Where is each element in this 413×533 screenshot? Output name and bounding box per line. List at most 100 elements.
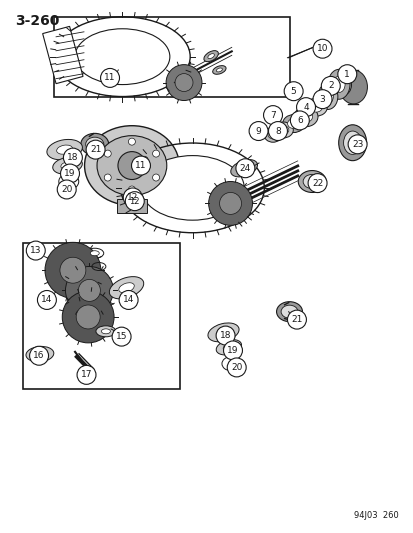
Bar: [23, 243, 180, 389]
Text: 12: 12: [129, 197, 140, 206]
Text: 7: 7: [270, 111, 275, 119]
Text: 3: 3: [319, 95, 325, 103]
Ellipse shape: [332, 76, 344, 93]
Circle shape: [26, 241, 45, 260]
Ellipse shape: [96, 326, 116, 337]
Ellipse shape: [268, 131, 277, 139]
Text: 17: 17: [81, 370, 92, 379]
Text: 14: 14: [123, 295, 134, 304]
Text: 21: 21: [291, 315, 302, 324]
Circle shape: [128, 138, 135, 145]
Ellipse shape: [310, 102, 322, 112]
Circle shape: [37, 290, 56, 310]
Ellipse shape: [280, 305, 297, 318]
Circle shape: [216, 326, 235, 345]
Circle shape: [125, 192, 144, 211]
Text: 10: 10: [316, 44, 328, 53]
Text: 20: 20: [230, 363, 242, 372]
Text: 23: 23: [351, 140, 363, 149]
Ellipse shape: [57, 145, 72, 154]
Text: 8: 8: [274, 126, 280, 135]
Ellipse shape: [230, 159, 257, 177]
Ellipse shape: [216, 328, 230, 337]
Ellipse shape: [297, 171, 325, 192]
Ellipse shape: [33, 351, 46, 358]
Circle shape: [337, 64, 356, 84]
Ellipse shape: [338, 125, 366, 160]
Ellipse shape: [339, 70, 367, 104]
Text: 20: 20: [61, 185, 72, 194]
Circle shape: [60, 164, 79, 183]
Circle shape: [112, 327, 131, 346]
Ellipse shape: [207, 323, 238, 342]
Circle shape: [104, 150, 111, 157]
Circle shape: [152, 150, 159, 157]
Circle shape: [249, 122, 267, 141]
Circle shape: [77, 366, 96, 384]
Circle shape: [166, 64, 202, 101]
Ellipse shape: [299, 111, 312, 122]
Circle shape: [78, 279, 100, 301]
Circle shape: [104, 174, 111, 181]
Ellipse shape: [317, 84, 337, 109]
Circle shape: [140, 156, 148, 164]
Text: 14: 14: [41, 295, 52, 304]
Ellipse shape: [216, 340, 241, 355]
Text: 24: 24: [239, 164, 250, 173]
Circle shape: [76, 305, 100, 329]
Circle shape: [287, 310, 306, 329]
Ellipse shape: [90, 251, 99, 256]
Circle shape: [312, 39, 331, 58]
Circle shape: [45, 243, 100, 298]
Ellipse shape: [140, 156, 244, 220]
Ellipse shape: [101, 329, 110, 334]
Circle shape: [63, 148, 82, 167]
Ellipse shape: [97, 136, 166, 196]
Bar: [117, 199, 147, 213]
Ellipse shape: [216, 68, 222, 72]
Circle shape: [235, 159, 254, 177]
Circle shape: [283, 82, 302, 101]
Ellipse shape: [223, 344, 234, 351]
Ellipse shape: [273, 122, 292, 138]
Ellipse shape: [327, 69, 349, 99]
Ellipse shape: [335, 75, 351, 95]
Circle shape: [62, 291, 114, 343]
Ellipse shape: [282, 115, 304, 133]
Text: 16: 16: [33, 351, 45, 360]
Ellipse shape: [343, 131, 361, 155]
Circle shape: [86, 140, 105, 159]
Circle shape: [347, 135, 366, 154]
Ellipse shape: [81, 133, 109, 155]
Text: 9: 9: [255, 126, 261, 135]
Circle shape: [57, 180, 76, 199]
Ellipse shape: [263, 127, 281, 142]
Text: 13: 13: [30, 246, 41, 255]
Circle shape: [208, 182, 252, 225]
Circle shape: [307, 174, 326, 192]
Circle shape: [65, 266, 113, 314]
Text: 5: 5: [290, 87, 296, 96]
Circle shape: [100, 68, 119, 87]
Text: 15: 15: [116, 332, 127, 341]
Circle shape: [128, 186, 135, 193]
Text: 4: 4: [302, 103, 308, 111]
Ellipse shape: [84, 126, 179, 205]
Ellipse shape: [212, 66, 225, 74]
Circle shape: [29, 346, 48, 365]
Ellipse shape: [119, 282, 134, 293]
Circle shape: [290, 111, 309, 130]
Text: 12: 12: [127, 193, 138, 202]
Circle shape: [268, 122, 287, 141]
Text: 6: 6: [296, 116, 302, 125]
Circle shape: [223, 341, 242, 360]
Text: 94J03  260: 94J03 260: [353, 512, 398, 520]
Text: 19: 19: [227, 346, 238, 355]
Circle shape: [227, 358, 246, 377]
Bar: [53, 17, 289, 96]
Circle shape: [131, 156, 150, 175]
Ellipse shape: [109, 277, 143, 299]
Ellipse shape: [52, 157, 82, 174]
Text: 2: 2: [327, 82, 333, 91]
Ellipse shape: [305, 98, 327, 116]
